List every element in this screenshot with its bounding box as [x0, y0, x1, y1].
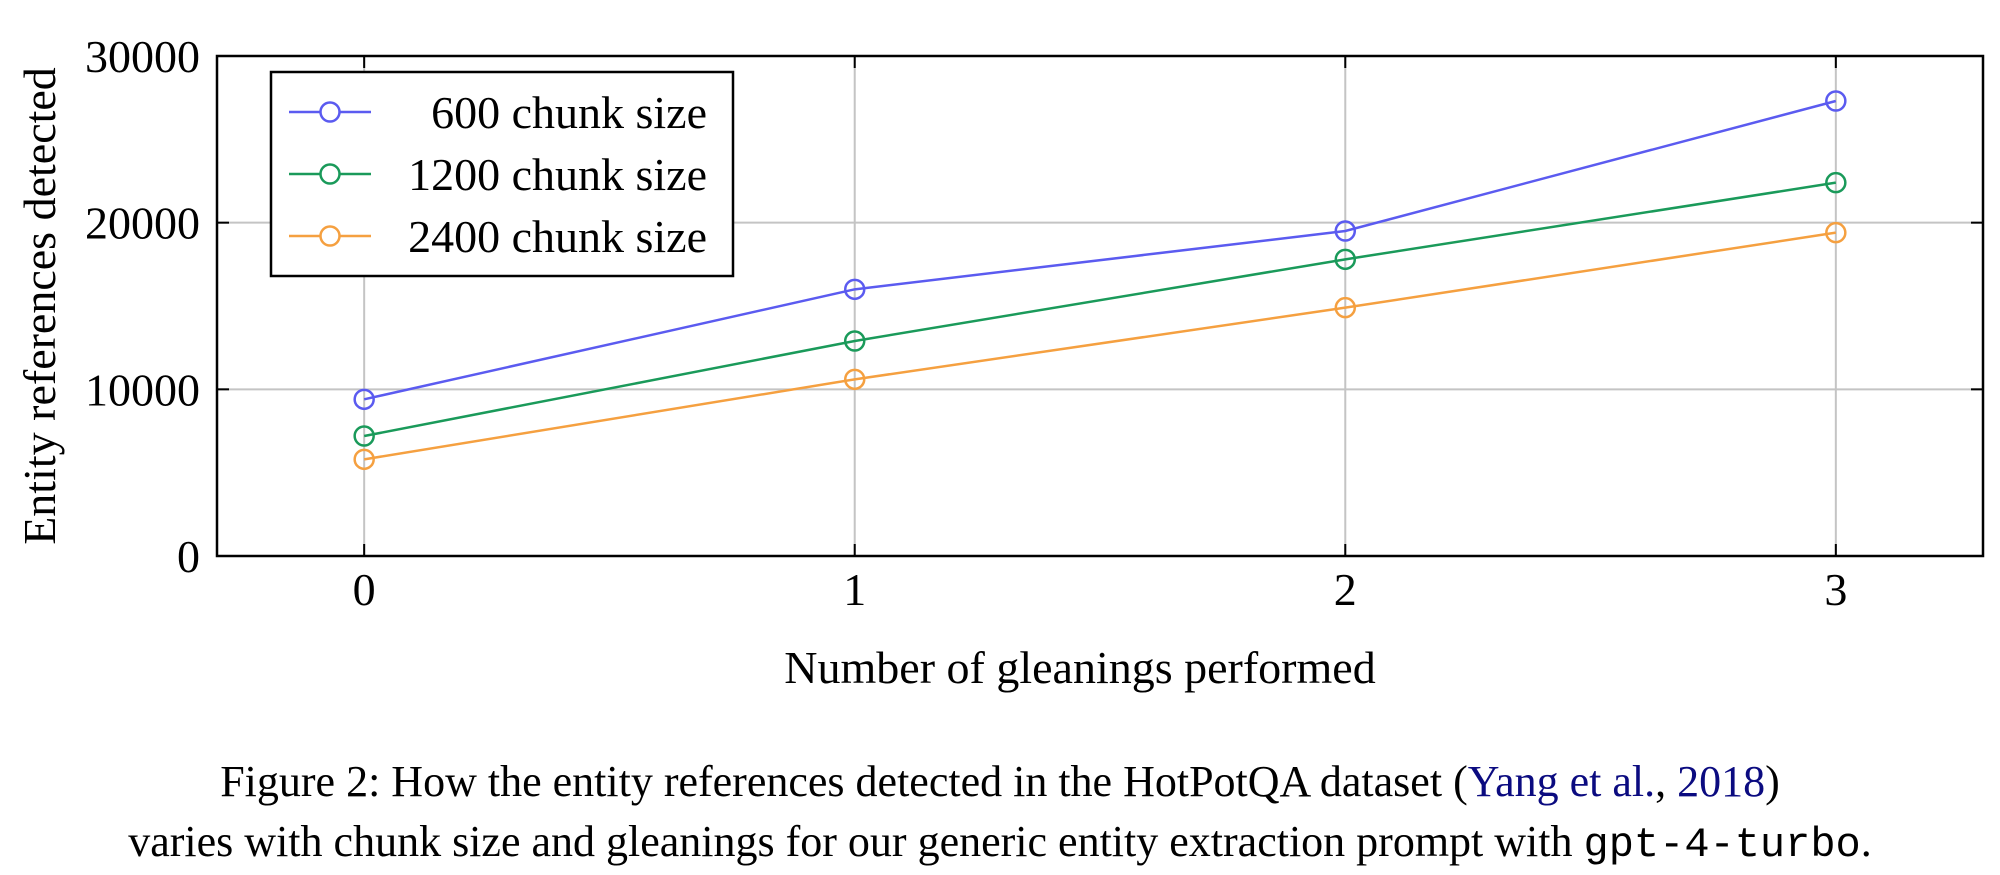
caption-period: .: [1860, 817, 1872, 866]
plot-frame: [215, 54, 1985, 558]
legend-label-2: 2400 chunk size: [408, 211, 707, 262]
citation-separator: ,: [1655, 757, 1678, 806]
caption-text: varies with chunk size and gleanings for…: [128, 817, 1584, 866]
data-point-s0-2: [1334, 220, 1357, 242]
y-tick-label-1: 10000: [85, 364, 200, 415]
figure-caption-line-2: varies with chunk size and gleanings for…: [0, 812, 2000, 875]
x-tick-label-2: 2: [1334, 564, 1357, 615]
data-point-s2-3: [1825, 221, 1847, 244]
caption-text: Figure 2: How the entity references dete…: [220, 757, 1468, 806]
y-axis-title: Entity references detected: [14, 67, 65, 545]
data-point-s2-0: [353, 448, 375, 471]
data-point-s0-1: [843, 278, 866, 301]
series-line-2: [363, 231, 1837, 461]
data-point-s1-1: [843, 330, 866, 352]
citation-year-link[interactable]: 2018: [1677, 757, 1766, 806]
y-tick-label-3: 30000: [85, 31, 200, 82]
data-point-s1-3: [1825, 171, 1847, 194]
x-tick-label-3: 3: [1824, 564, 1847, 615]
line-chart: 0 1 2 3 0 10000 20000 30000 Number of gleanings …: [14, 31, 1985, 693]
legend-swatch-marker-1: [319, 163, 341, 185]
citation-author-link[interactable]: Yang et al.: [1467, 757, 1656, 806]
y-tick-label-0: 0: [177, 531, 200, 582]
series-line-1: [363, 181, 1837, 438]
x-tick-label-1: 1: [843, 564, 866, 615]
legend-label-0: 600 chunk size: [431, 87, 707, 138]
series-line-0: [363, 99, 1837, 401]
data-point-s0-3: [1825, 90, 1847, 112]
x-axis-title: Number of gleanings performed: [784, 642, 1375, 693]
figure-caption-line-1: Figure 2: How the entity references dete…: [0, 752, 2000, 812]
legend-swatch-marker-0: [319, 101, 341, 123]
data-point-s2-2: [1334, 296, 1357, 319]
x-tick-label-0: 0: [353, 564, 376, 615]
legend-swatch-marker-2: [319, 225, 341, 247]
data-point-s0-0: [353, 388, 375, 411]
data-point-s1-0: [353, 425, 375, 447]
data-point-s2-1: [843, 368, 866, 391]
y-tick-label-2: 20000: [85, 198, 200, 249]
model-name-code: gpt-4-turbo: [1583, 821, 1861, 869]
caption-text-end: ): [1765, 757, 1780, 806]
legend-label-1: 1200 chunk size: [408, 149, 707, 200]
data-point-s1-2: [1334, 248, 1357, 271]
